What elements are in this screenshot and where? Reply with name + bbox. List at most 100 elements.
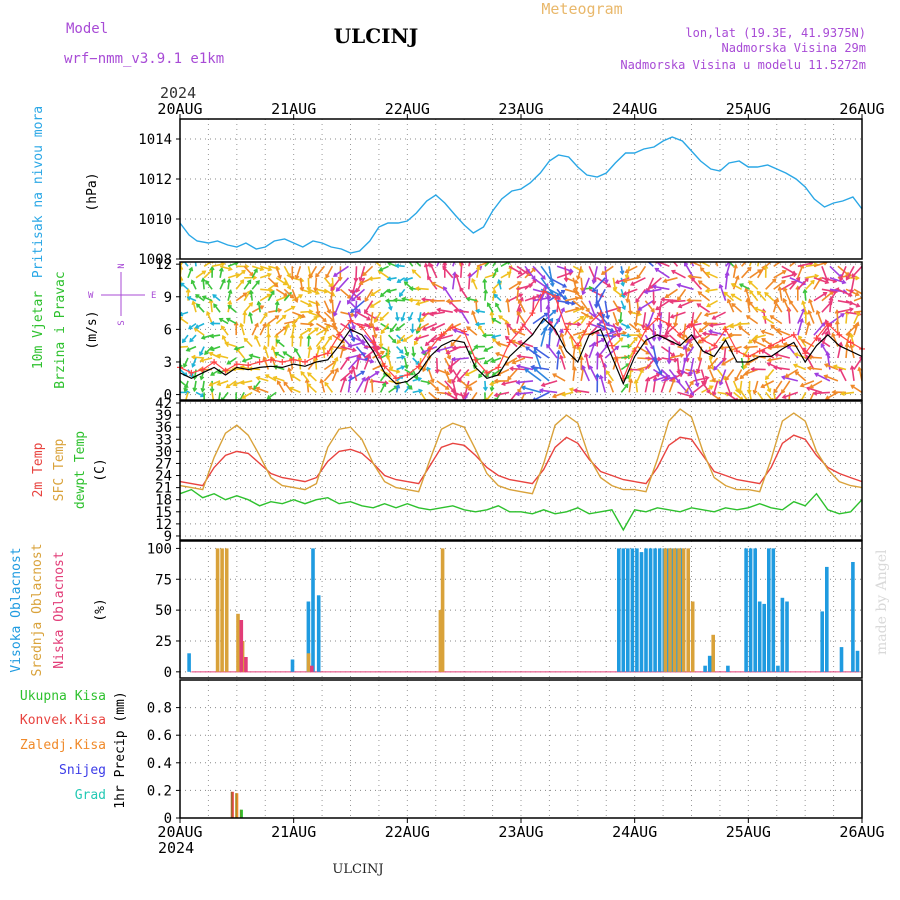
wind-arrow-head [267, 272, 272, 278]
wind-arrow-head [429, 337, 435, 343]
wind-frame [179, 261, 863, 401]
wind-arrow [797, 262, 813, 268]
wind-arrow-head [751, 255, 755, 258]
wind-arrow [744, 345, 758, 349]
wind-arrow-head [483, 359, 488, 365]
wind-arrow [861, 312, 862, 314]
wind-arrow-head [421, 311, 426, 317]
wind-arrow [333, 265, 349, 277]
wind-arrow [671, 270, 686, 279]
wind-arrow [248, 386, 261, 394]
wind-arrow-head [851, 273, 856, 278]
wind-arrow-head [471, 278, 476, 283]
wind-arrow [572, 288, 583, 300]
wind-arrow [785, 368, 799, 378]
precip-legend-snow: Snijeg [59, 763, 106, 778]
wind-arrow-head [326, 309, 332, 315]
wind-arrow-head [808, 298, 813, 304]
wind-arrow [825, 319, 831, 336]
wind-arrow-head [657, 356, 663, 362]
wind-arrow [283, 324, 290, 336]
wind-arrow-head [358, 280, 364, 285]
temp-ylabel-3: dewpt Temp [73, 431, 88, 509]
cloud-high-bar [617, 548, 621, 672]
wind-arrow [696, 357, 703, 373]
wind-arrow-head [351, 325, 356, 331]
wind-arrow [612, 323, 621, 338]
wind-arrow-head [451, 345, 457, 351]
cloud-ytick-label: 100 [147, 541, 172, 557]
wind-arrow [808, 310, 815, 324]
wind-arrow-head [276, 380, 282, 385]
wind-arrow [861, 356, 862, 358]
wind-arrow-head [791, 270, 797, 275]
wind-arrow-head [457, 377, 462, 382]
wind-arrow-head [264, 374, 270, 379]
wind-arrow [470, 391, 478, 400]
wind-arrow [369, 277, 381, 280]
wind-arrow [192, 356, 205, 359]
wind-arrow [789, 262, 797, 267]
wind-arrow [761, 330, 774, 336]
wind-arrow-head [289, 275, 295, 281]
wind-arrow-head [220, 262, 226, 267]
wind-arrow [731, 303, 743, 313]
wind-arrow [195, 270, 206, 279]
cloud-high-bar [776, 665, 780, 672]
wind-arrow-head [466, 326, 471, 331]
precip-legend-conv: Konvek.Kisa [20, 713, 106, 728]
wind-arrow-head [429, 262, 434, 268]
cloud-high-bar [626, 548, 630, 672]
cloud-high-bar [825, 566, 829, 672]
wind-arrow-head [209, 320, 215, 326]
wind-arrow-head [298, 294, 304, 299]
wind-arrow-head [518, 293, 524, 298]
wind-arrow [652, 346, 658, 364]
wind-arrow-head [773, 388, 778, 394]
wind-arrow [219, 265, 232, 271]
wind-arrow-head [511, 359, 517, 365]
wind-arrow-head [253, 268, 258, 273]
wind-arrow [239, 392, 245, 400]
wind-arrow-head [547, 326, 553, 331]
wind-arrow [355, 354, 361, 370]
wind-arrow [612, 311, 619, 326]
wind-arrow-head [667, 255, 670, 259]
wind-arrow [813, 391, 830, 395]
wind-arrow [634, 312, 639, 326]
wind-arrow-head [784, 373, 790, 378]
wind-arrow [289, 387, 301, 394]
wind-arrow [336, 277, 350, 292]
wind-arrow-head [233, 320, 239, 326]
wind-arrow-head [446, 326, 452, 331]
wind-arrow [203, 269, 214, 279]
wind-arrow [595, 288, 606, 306]
wind-arrow [572, 345, 576, 359]
x-tick-label-top: 26AUG [839, 100, 884, 118]
wind-arrow-head [287, 367, 292, 372]
wind-arrow-head [494, 351, 500, 357]
wind-arrow [275, 295, 288, 302]
wind-arrow [387, 346, 390, 359]
wind-arrow [454, 309, 469, 313]
wind-arrow-head [517, 299, 523, 304]
wind-arrow-head [420, 297, 426, 302]
wind-arrow [620, 277, 625, 286]
wind-arrow-head [428, 252, 432, 255]
cloud-high-bar [648, 548, 653, 672]
wind-arrow-head [283, 381, 288, 386]
wind-arrow [762, 316, 775, 325]
wind-arrow-head [781, 389, 786, 394]
wind-arrow-head [401, 296, 406, 302]
wind-arrow [656, 262, 670, 268]
wind-arrow [307, 372, 317, 382]
wind-arrow [825, 391, 839, 400]
wind-arrow-head [307, 302, 313, 307]
wind-arrow [518, 299, 526, 313]
wind-arrow-head [413, 340, 419, 346]
wind-arrow [505, 336, 518, 348]
wind-arrow-head [782, 297, 787, 303]
wind-arrow-head [769, 397, 774, 400]
wind-arrow-head [324, 381, 329, 387]
